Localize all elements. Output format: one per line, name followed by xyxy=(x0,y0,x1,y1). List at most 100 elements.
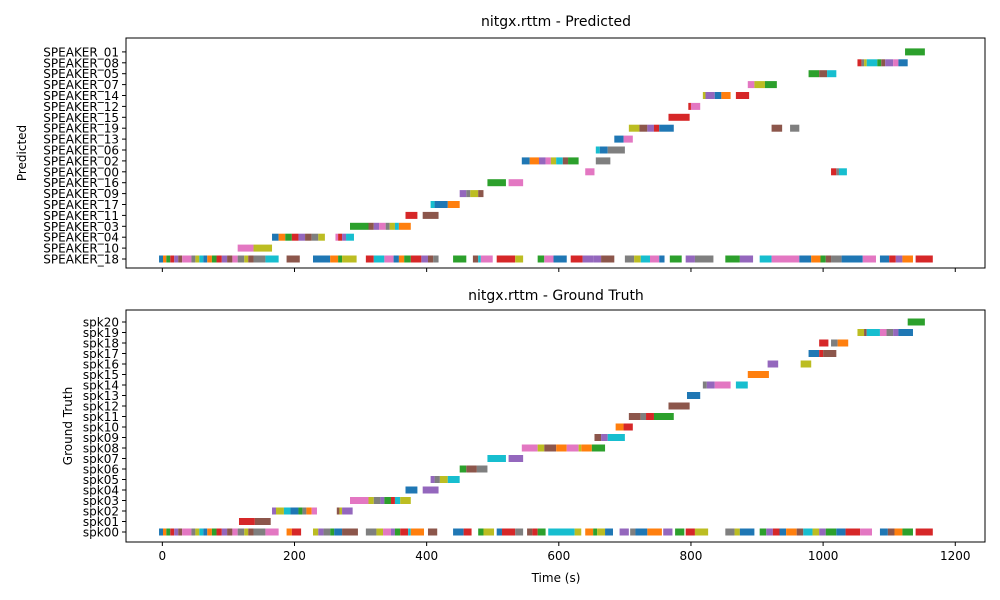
ground-truth-segment xyxy=(400,497,411,504)
ground-truth-segment xyxy=(668,402,690,410)
ground-truth-segment xyxy=(207,528,212,536)
predicted-y-tick-label: SPEAKER_10 xyxy=(43,242,119,256)
ground-truth-segment xyxy=(302,507,307,515)
predicted-segment xyxy=(585,168,595,176)
predicted-segment xyxy=(562,157,569,165)
predicted-segment xyxy=(568,157,579,165)
predicted-segment xyxy=(480,255,493,263)
ground-truth-segment xyxy=(879,329,887,336)
predicted-segment xyxy=(433,255,439,263)
predicted-y-tick-label: SPEAKER_08 xyxy=(43,56,119,70)
ground-truth-segment xyxy=(786,528,797,536)
ground-truth-segment xyxy=(803,528,813,536)
predicted-segment xyxy=(764,81,777,89)
predicted-segment xyxy=(898,59,908,67)
ground-truth-segment xyxy=(702,381,707,389)
predicted-segment xyxy=(335,233,339,241)
ground-truth-segment xyxy=(339,507,343,515)
predicted-segment xyxy=(350,222,369,230)
predicted-segment xyxy=(182,255,192,263)
ground-truth-segment xyxy=(211,528,217,536)
predicted-segments xyxy=(159,48,933,263)
ground-truth-segment xyxy=(166,528,171,536)
ground-truth-y-tick-label: spk19 xyxy=(83,326,119,340)
ground-truth-segment xyxy=(390,528,395,536)
predicted-segment xyxy=(647,124,654,132)
ground-truth-segment xyxy=(159,528,163,536)
predicted-segment xyxy=(841,255,863,263)
predicted-segment xyxy=(203,255,208,263)
ground-truth-segment xyxy=(537,444,545,452)
predicted-segment xyxy=(593,255,602,263)
predicted-segment xyxy=(893,59,899,67)
predicted-segment xyxy=(902,255,913,263)
ground-truth-segment xyxy=(227,528,233,536)
predicted-segment xyxy=(313,255,331,263)
ground-truth-segment xyxy=(725,528,735,536)
ground-truth-segment xyxy=(581,444,592,452)
predicted-y-tick-label: SPEAKER_02 xyxy=(43,154,119,168)
predicted-title: nitgx.rttm - Predicted xyxy=(481,14,631,30)
predicted-segment xyxy=(174,255,179,263)
predicted-segment xyxy=(487,179,506,187)
ground-truth-segment xyxy=(434,476,440,483)
predicted-segment xyxy=(232,255,238,263)
predicted-segment xyxy=(291,233,299,241)
predicted-segment xyxy=(159,255,163,263)
ground-truth-x-ticks: 0 200 400 600 800 1000 1200 xyxy=(159,542,971,563)
predicted-segment xyxy=(879,255,890,263)
predicted-y-ticks: SPEAKER_18SPEAKER_10SPEAKER_04SPEAKER_03… xyxy=(43,45,126,267)
predicted-segment xyxy=(714,92,722,99)
predicted-segment xyxy=(410,255,422,263)
predicted-segment xyxy=(253,255,266,263)
ground-truth-segment xyxy=(163,528,167,536)
ground-truth-segment xyxy=(290,507,299,515)
predicted-segment xyxy=(237,244,254,252)
ground-truth-segment xyxy=(714,381,731,389)
ground-truth-segment xyxy=(747,371,769,378)
predicted-segment xyxy=(556,157,563,165)
ground-truth-segment xyxy=(898,329,913,336)
ground-truth-segment xyxy=(819,339,829,347)
predicted-segment xyxy=(905,48,925,56)
ground-truth-segment xyxy=(864,329,867,336)
ground-truth-segment xyxy=(336,507,340,515)
ground-truth-segment xyxy=(394,528,401,536)
ground-truth-segment xyxy=(772,528,780,536)
ground-truth-segment xyxy=(857,329,865,336)
ground-truth-segment xyxy=(646,413,654,420)
predicted-segment xyxy=(820,255,826,263)
predicted-segment xyxy=(285,233,292,241)
predicted-y-tick-label: SPEAKER_06 xyxy=(43,144,119,158)
predicted-segment xyxy=(668,113,690,121)
predicted-segment xyxy=(346,233,354,241)
ground-truth-segment xyxy=(766,528,773,536)
ground-truth-segment xyxy=(265,528,279,536)
predicted-segment xyxy=(895,255,903,263)
ground-truth-segment xyxy=(272,507,276,515)
ground-truth-segment xyxy=(537,528,546,536)
predicted-segment xyxy=(705,92,715,99)
predicted-segment xyxy=(595,157,611,165)
ground-truth-segment xyxy=(739,528,755,536)
ground-truth-segment xyxy=(630,528,636,536)
predicted-y-tick-label: SPEAKER_05 xyxy=(43,67,119,81)
ground-truth-y-tick-label: spk14 xyxy=(83,379,119,393)
ground-truth-segment xyxy=(400,528,409,536)
predicted-y-tick-label: SPEAKER_11 xyxy=(43,209,119,223)
predicted-segment xyxy=(305,233,312,241)
ground-truth-segment xyxy=(819,528,826,536)
ground-truth-x-tick-label: 200 xyxy=(283,549,306,563)
predicted-segment xyxy=(889,255,896,263)
predicted-y-axis-label: Predicted xyxy=(15,125,29,181)
predicted-segment xyxy=(735,92,750,99)
ground-truth-segment xyxy=(237,528,245,536)
predicted-segment xyxy=(529,157,539,165)
predicted-segment xyxy=(811,255,821,263)
ground-truth-y-tick-label: spk06 xyxy=(83,463,119,477)
predicted-segment xyxy=(866,59,878,67)
predicted-segment xyxy=(861,59,865,67)
predicted-segment xyxy=(466,190,471,198)
predicted-segment xyxy=(478,255,481,263)
ground-truth-segment xyxy=(410,528,425,536)
